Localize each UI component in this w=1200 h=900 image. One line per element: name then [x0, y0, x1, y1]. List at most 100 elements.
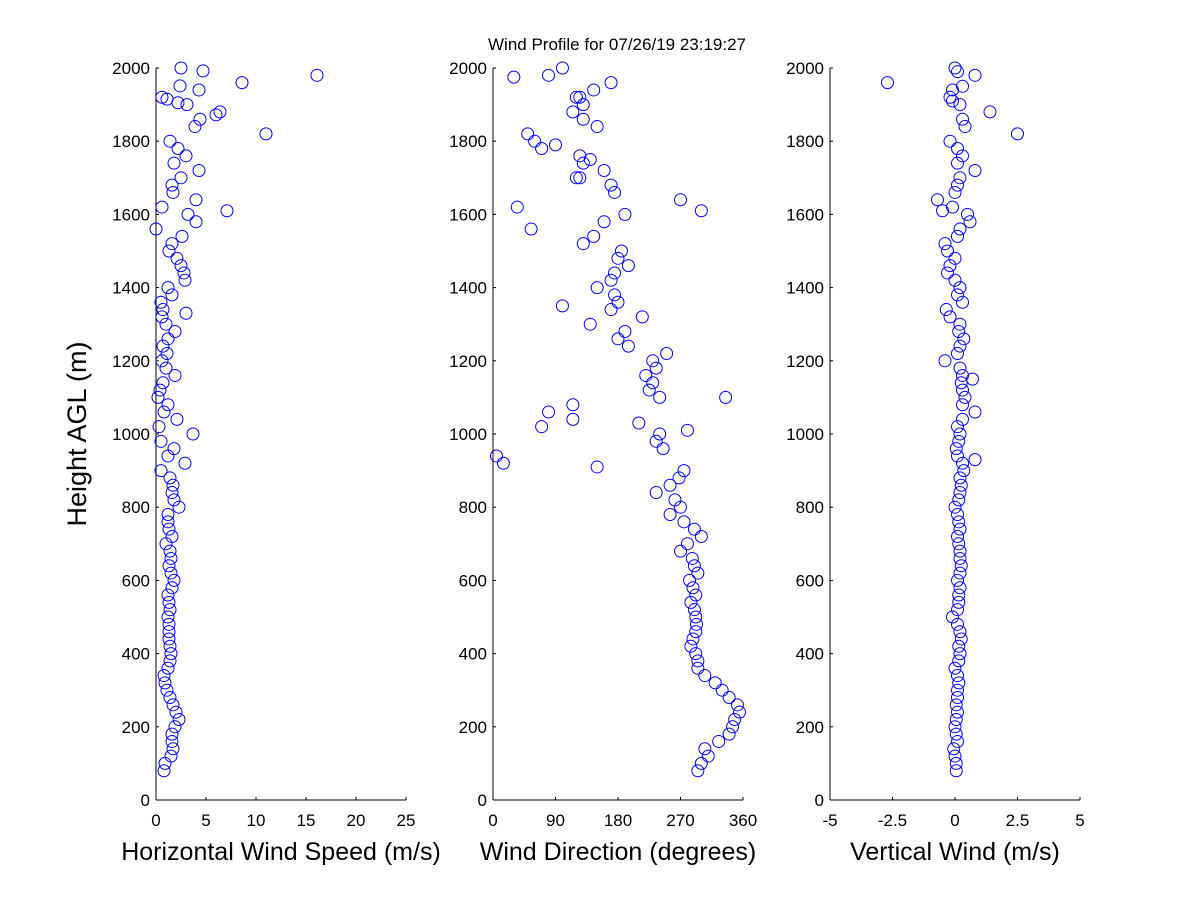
data-point — [686, 632, 700, 646]
data-point — [156, 339, 170, 353]
data-point — [611, 332, 625, 346]
data-point — [172, 712, 186, 726]
data-point — [611, 251, 625, 265]
x-tick-label: 90 — [546, 811, 565, 830]
data-point — [161, 661, 175, 675]
data-point — [155, 200, 169, 214]
data-point — [951, 449, 964, 463]
data-point — [569, 90, 583, 104]
data-point — [162, 595, 176, 609]
data-point — [951, 529, 964, 543]
chart-title: Wind Profile for 07/26/19 23:19:27 — [488, 35, 746, 54]
data-point — [951, 156, 964, 170]
data-point — [680, 423, 694, 437]
data-point — [649, 361, 663, 375]
data-point — [583, 317, 597, 331]
data-point — [175, 229, 189, 243]
y-tick-label: 2000 — [786, 59, 824, 78]
data-point — [949, 698, 963, 712]
data-point — [614, 244, 628, 258]
data-point — [632, 416, 646, 430]
x-tick-label: -5 — [822, 811, 837, 830]
data-point — [722, 691, 736, 705]
y-tick-label: 400 — [459, 645, 487, 664]
x-tick-label: 10 — [247, 811, 266, 830]
data-point — [555, 299, 569, 313]
data-point — [715, 683, 729, 697]
data-point — [161, 449, 175, 463]
data-point — [708, 676, 722, 690]
data-point — [733, 705, 747, 719]
data-point — [163, 471, 177, 485]
y-tick-label: 600 — [122, 571, 150, 590]
data-point — [941, 266, 954, 280]
data-point — [165, 581, 179, 595]
x-axis-label: Vertical Wind (m/s) — [850, 838, 1060, 866]
data-point — [235, 76, 249, 90]
y-tick-label: 400 — [796, 645, 824, 664]
data-point — [161, 398, 175, 412]
data-point — [953, 281, 967, 295]
data-point — [672, 471, 686, 485]
data-point — [957, 332, 971, 346]
data-point — [161, 610, 175, 624]
data-point — [954, 632, 968, 646]
data-point — [687, 559, 701, 573]
data-point — [726, 720, 740, 734]
data-point — [949, 756, 963, 770]
y-tick-label: 0 — [141, 791, 150, 810]
y-tick-label: 800 — [459, 498, 487, 517]
y-tick-label: 2000 — [449, 59, 487, 78]
data-point — [698, 742, 712, 756]
data-point — [951, 573, 964, 587]
data-point — [167, 442, 181, 456]
data-point — [953, 566, 967, 580]
panel-1: 0 200 400 600 800 1000 1200 1400 1600 1800 2000 0 5 1… — [112, 59, 441, 866]
y-tick-label: 400 — [122, 645, 150, 664]
data-point — [949, 727, 963, 741]
data-point — [956, 295, 969, 309]
data-point — [549, 138, 562, 152]
data-point — [152, 420, 166, 434]
data-point — [653, 390, 667, 404]
data-point — [170, 251, 184, 265]
data-point — [684, 595, 698, 609]
data-point — [677, 515, 691, 529]
data-point — [608, 288, 622, 302]
y-tick-label: 1800 — [786, 132, 824, 151]
data-point — [220, 204, 234, 218]
data-point — [953, 544, 967, 558]
data-point — [728, 712, 742, 726]
data-point — [165, 486, 179, 500]
data-point — [649, 486, 663, 500]
data-point — [966, 372, 979, 386]
data-point — [164, 551, 178, 565]
y-tick-label: 600 — [796, 571, 824, 590]
y-tick-label: 1400 — [786, 279, 824, 298]
data-point — [163, 654, 177, 668]
data-point — [618, 207, 632, 221]
data-point — [952, 493, 966, 507]
data-point — [171, 142, 185, 156]
data-point — [951, 420, 964, 434]
data-point — [213, 105, 227, 119]
y-tick-label: 1800 — [112, 132, 150, 151]
data-point — [938, 354, 952, 368]
data-point — [159, 537, 173, 551]
data-point — [953, 427, 967, 441]
data-point — [174, 61, 188, 75]
data-point — [621, 259, 635, 273]
data-point — [958, 120, 972, 134]
data-point — [677, 464, 691, 478]
data-point — [943, 259, 957, 273]
data-point — [157, 405, 171, 419]
data-point — [168, 720, 182, 734]
data-point — [952, 654, 966, 668]
data-point — [604, 178, 618, 192]
data-point — [953, 581, 967, 595]
data-point — [953, 471, 967, 485]
data-point — [566, 398, 580, 412]
data-point — [621, 339, 635, 353]
data-point — [948, 661, 962, 675]
